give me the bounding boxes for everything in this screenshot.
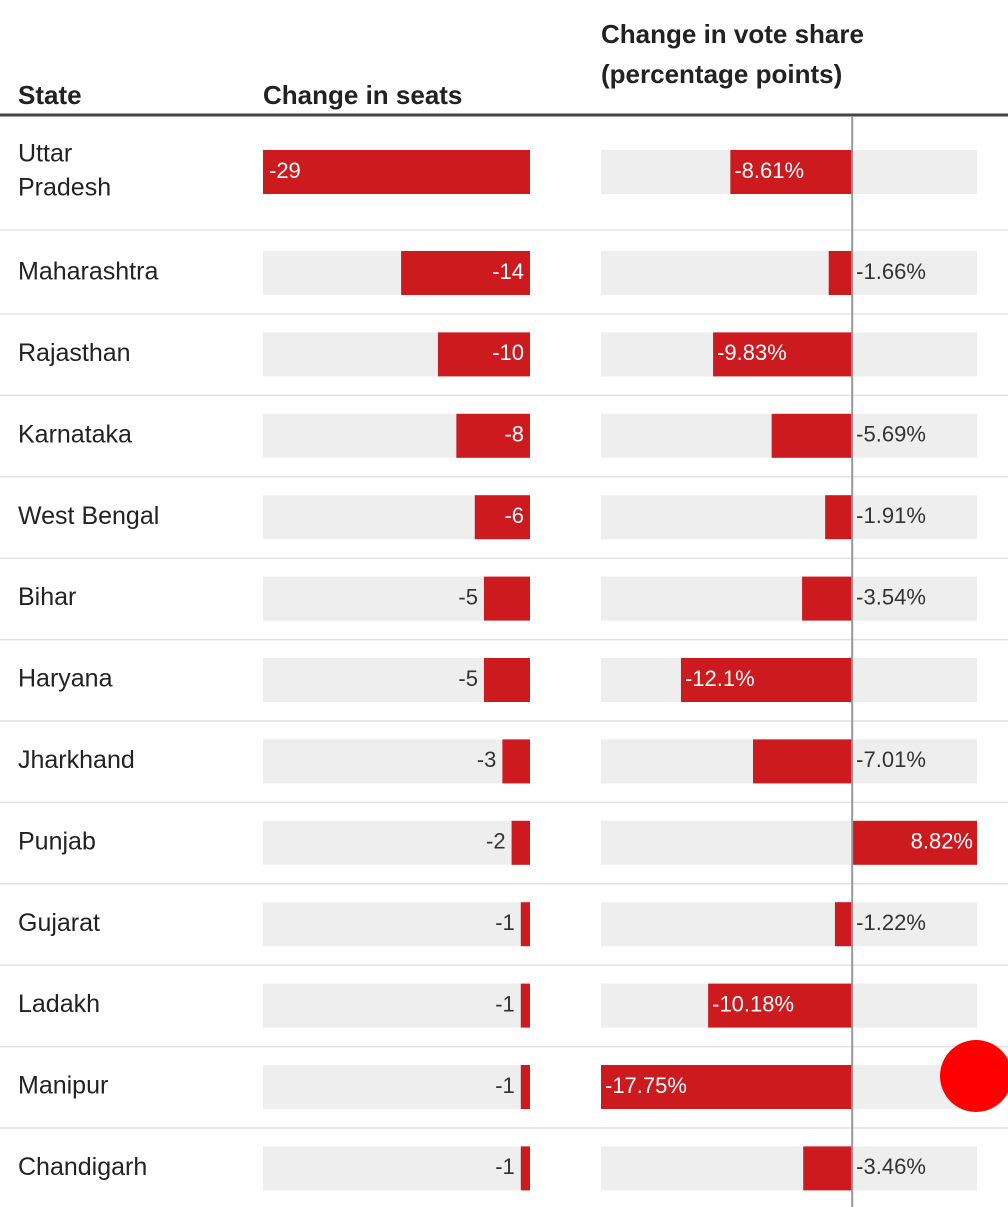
vote-label: -1.22%: [856, 910, 926, 935]
seats-label: -1: [495, 1073, 515, 1098]
vote-bar: [828, 251, 853, 295]
header-vote: Change in vote share: [601, 19, 864, 49]
seats-label: -1: [495, 1154, 515, 1179]
state-name: Maharashtra: [18, 258, 158, 286]
vote-bar: [771, 413, 853, 458]
vote-label: 8.82%: [911, 829, 973, 854]
dot: [940, 1040, 1008, 1112]
state-name: Chandigarh: [18, 1153, 147, 1181]
state-name: Bihar: [18, 583, 76, 611]
vote-label: -3.46%: [856, 1154, 926, 1179]
header-state: State: [18, 80, 82, 110]
vote-bar: [825, 495, 853, 540]
seats-bar: [483, 576, 530, 621]
vote-label: -17.75%: [605, 1073, 687, 1098]
seats-label: -8: [504, 422, 524, 447]
vote-bar: [802, 576, 853, 621]
seats-bar: [456, 413, 530, 458]
seats-bar: [474, 495, 530, 540]
seats-bar: [520, 902, 530, 947]
state-name: Haryana: [18, 665, 113, 693]
vote-bar: [752, 739, 853, 784]
seats-label: -10: [492, 340, 524, 365]
seats-bar: [502, 739, 530, 784]
header-vote-sub: (percentage points): [601, 59, 842, 89]
seats-bar: [437, 332, 530, 377]
seats-label: -5: [458, 666, 478, 691]
seats-bg: [263, 902, 530, 947]
seats-bar: [520, 1146, 530, 1191]
state-name: Ladakh: [18, 990, 100, 1018]
seats-label: -1: [495, 991, 515, 1016]
vote-label: -1.66%: [856, 259, 926, 284]
vote-label: -5.69%: [856, 422, 926, 447]
seats-bar: [520, 983, 530, 1028]
seats-label: -1: [495, 910, 515, 935]
seats-bar: [520, 1065, 530, 1109]
vote-bg: [601, 576, 977, 621]
state-name: Manipur: [18, 1072, 108, 1100]
seats-bar: [483, 658, 530, 702]
seats-label: -5: [458, 584, 478, 609]
seats-bar: [263, 150, 530, 194]
vote-bar: [730, 150, 853, 194]
vote-label: -1.91%: [856, 503, 926, 528]
vote-bar: [713, 332, 853, 377]
vote-bar: [680, 658, 853, 702]
seats-label: -6: [504, 503, 524, 528]
vote-bg: [601, 251, 977, 295]
seats-label: -14: [492, 259, 524, 284]
vote-bar: [708, 983, 853, 1028]
header-seats: Change in seats: [263, 80, 462, 110]
state-name: Uttar: [18, 140, 72, 168]
vote-bar: [852, 820, 977, 865]
seats-label: -2: [486, 829, 506, 854]
seats-bg: [263, 820, 530, 865]
seats-bar: [401, 251, 530, 295]
state-name: Rajasthan: [18, 339, 131, 367]
seats-label: -3: [477, 747, 497, 772]
vote-bg: [601, 495, 977, 540]
state-name: West Bengal: [18, 502, 159, 530]
vote-bg: [601, 902, 977, 947]
state-name: Gujarat: [18, 909, 100, 937]
vote-label: -8.61%: [734, 158, 804, 183]
seats-bg: [263, 1065, 530, 1109]
vote-label: -10.18%: [712, 991, 794, 1016]
state-name: Karnataka: [18, 420, 132, 448]
vote-label: -3.54%: [856, 584, 926, 609]
state-name: Punjab: [18, 827, 96, 855]
vote-bar: [834, 902, 853, 947]
vote-bar: [601, 1065, 853, 1109]
state-name: Pradesh: [18, 174, 111, 202]
vote-label: -12.1%: [685, 666, 755, 691]
vote-label: -7.01%: [856, 747, 926, 772]
vote-bar: [803, 1146, 853, 1191]
seats-label: -29: [269, 158, 301, 183]
state-name: Jharkhand: [18, 746, 135, 774]
seats-bg: [263, 739, 530, 784]
vote-bg: [601, 1146, 977, 1191]
vote-label: -9.83%: [717, 340, 787, 365]
seats-bg: [263, 983, 530, 1028]
seats-bar: [511, 820, 530, 865]
seats-bg: [263, 1146, 530, 1191]
